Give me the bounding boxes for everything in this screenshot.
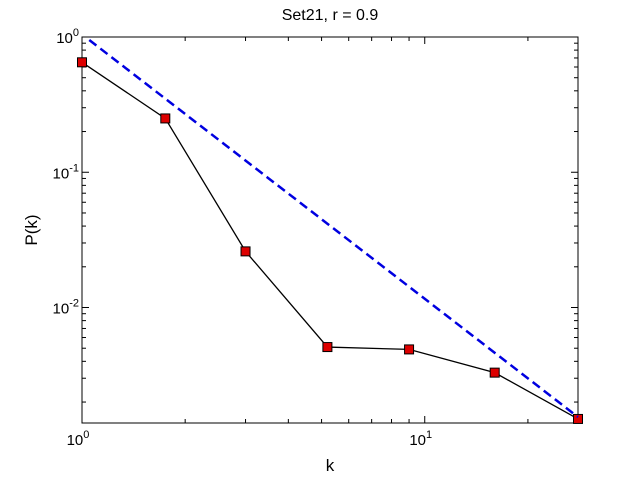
tick-label-exponent: -2	[69, 298, 79, 310]
chart-title: Set21, r = 0.9	[282, 7, 379, 24]
y-tick-label: 10-1	[53, 162, 79, 182]
y-axis-label: P(k)	[22, 214, 41, 245]
tick-label-base: 10	[53, 165, 70, 182]
data-point-marker	[489, 367, 500, 378]
tick-label-base: 10	[56, 30, 73, 47]
tick-label-base: 10	[409, 432, 426, 449]
data-point-marker	[573, 413, 583, 424]
series-layer	[77, 39, 583, 424]
tick-label-base: 10	[53, 301, 70, 318]
tick-label-exponent: 0	[83, 429, 89, 441]
tick-label-exponent: 0	[73, 27, 79, 39]
data-point-marker	[240, 246, 251, 257]
data-point-marker	[160, 113, 171, 124]
y-tick-label: 10-2	[53, 298, 79, 318]
axis-ticks	[81, 36, 578, 423]
plot-area	[81, 36, 579, 424]
tick-label-exponent: 1	[426, 429, 432, 441]
data-point-marker	[322, 342, 333, 353]
data-point-marker	[77, 57, 87, 68]
data-point-marker	[404, 344, 415, 355]
dashed-fit-line	[88, 39, 579, 419]
x-axis-label: k	[326, 456, 335, 475]
tick-label-exponent: -1	[69, 162, 79, 174]
y-tick-label: 100	[56, 27, 79, 47]
x-tick-label: 100	[67, 429, 90, 449]
tick-label-base: 10	[67, 432, 84, 449]
x-tick-label: 101	[409, 429, 432, 449]
